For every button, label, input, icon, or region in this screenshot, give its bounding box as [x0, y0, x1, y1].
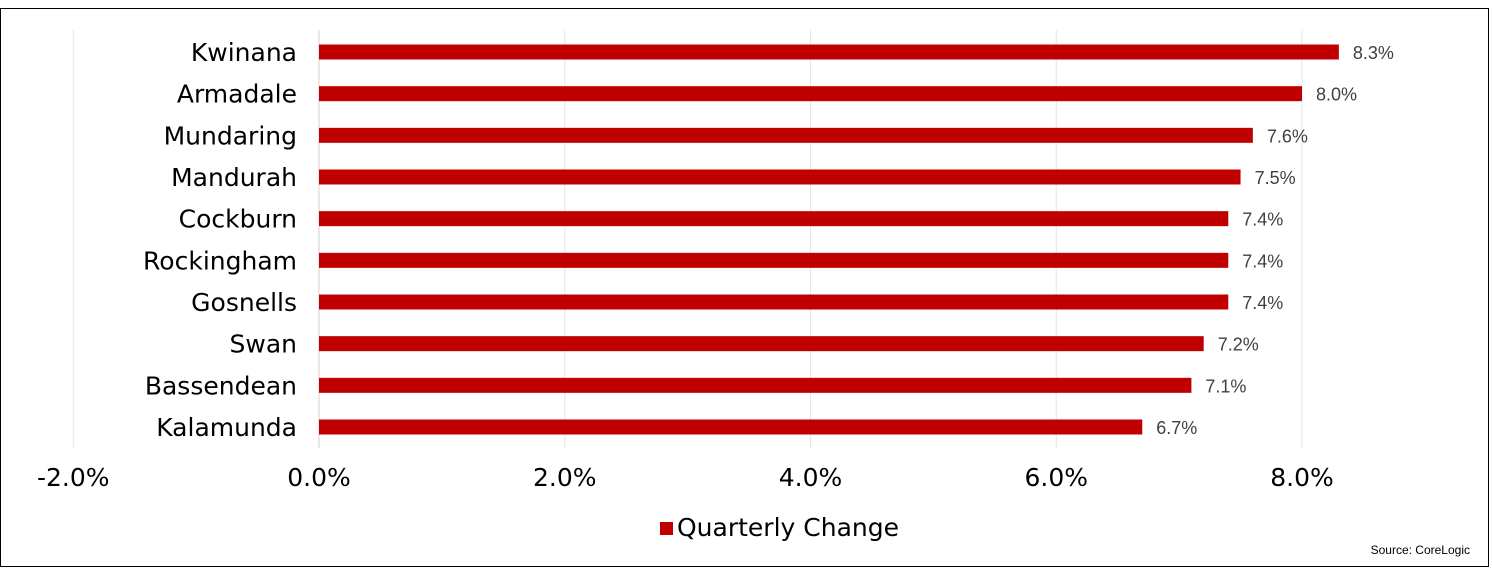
legend-label: Quarterly Change: [677, 513, 899, 542]
category-label: Mundaring: [164, 121, 297, 150]
data-labels: 8.3% 8.0% 7.6% 7.5% 7.4% 7.4% 7.4% 7.2% 7.1% 6.7%: [1156, 43, 1394, 438]
legend-swatch: [660, 522, 673, 535]
data-label: 7.2%: [1218, 335, 1259, 355]
category-label: Cockburn: [179, 205, 297, 234]
bar: [319, 44, 1339, 60]
category-label: Bassendean: [145, 371, 297, 400]
x-tick-label: 0.0%: [287, 463, 351, 492]
data-label: 6.7%: [1156, 418, 1197, 438]
source-note: Source: CoreLogic: [1371, 543, 1470, 557]
x-tick-label: 4.0%: [779, 463, 843, 492]
data-label: 7.4%: [1242, 210, 1283, 230]
category-label: Mandurah: [171, 163, 297, 192]
x-tick-label: 8.0%: [1270, 463, 1334, 492]
bar: [319, 377, 1192, 393]
bar: [319, 294, 1229, 310]
data-label: 8.0%: [1316, 85, 1357, 105]
bar: [319, 336, 1204, 352]
data-label: 7.6%: [1267, 126, 1308, 146]
category-label: Kalamunda: [156, 413, 297, 442]
bars: [319, 44, 1339, 435]
x-tick-label: 6.0%: [1024, 463, 1088, 492]
data-label: 7.5%: [1255, 168, 1296, 188]
category-label: Swan: [230, 330, 297, 359]
bar: [319, 211, 1229, 227]
bar: [319, 419, 1143, 435]
bar: [319, 252, 1229, 268]
category-labels: Kwinana Armadale Mundaring Mandurah Cockburn…: [143, 38, 297, 442]
category-label: Rockingham: [143, 246, 297, 275]
x-tick-label: -2.0%: [37, 463, 110, 492]
category-label: Armadale: [177, 80, 297, 109]
category-label: Kwinana: [191, 38, 297, 67]
x-tick-labels: -2.0% 0.0% 2.0% 4.0% 6.0% 8.0%: [37, 463, 1334, 492]
bar: [319, 86, 1302, 102]
legend: Quarterly Change: [660, 513, 899, 542]
title-strip: [0, 0, 1492, 8]
data-label: 7.4%: [1242, 293, 1283, 313]
data-label: 7.1%: [1205, 376, 1246, 396]
bar: [319, 169, 1241, 185]
x-tick-label: 2.0%: [533, 463, 597, 492]
data-label: 8.3%: [1353, 43, 1394, 63]
category-label: Gosnells: [191, 288, 297, 317]
data-label: 7.4%: [1242, 251, 1283, 271]
bar: [319, 127, 1253, 143]
